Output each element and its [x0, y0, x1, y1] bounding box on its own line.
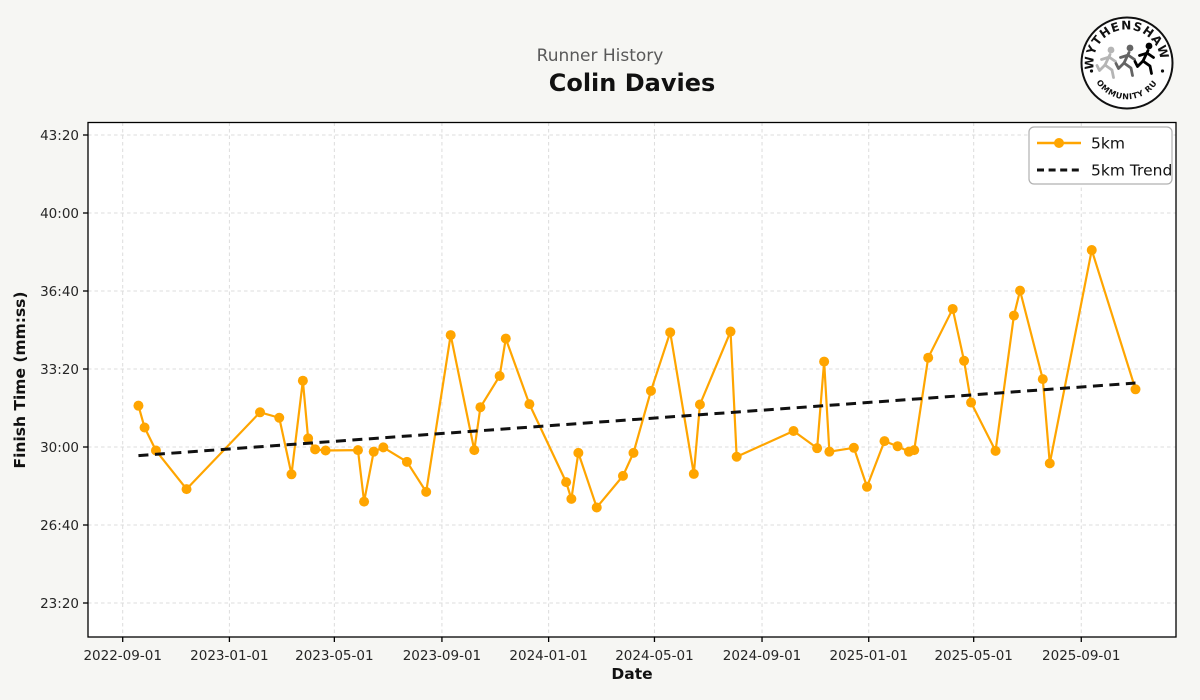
x-axis-label: Date	[611, 665, 652, 683]
data-point-marker	[500, 333, 511, 344]
x-tick-label: 2024-05-01	[615, 648, 693, 664]
data-point-marker	[990, 445, 1001, 456]
logo-circle	[1080, 16, 1174, 110]
data-point-marker	[255, 407, 266, 418]
series-layer	[133, 245, 1141, 513]
data-point-marker	[966, 397, 977, 408]
legend: 5km 5km Trend	[1028, 126, 1173, 185]
data-point-marker	[469, 445, 480, 456]
data-point-marker	[297, 375, 308, 386]
data-point-marker	[133, 400, 144, 411]
data-point-marker	[947, 303, 958, 314]
data-point-marker	[368, 446, 379, 457]
data-point-marker	[401, 456, 412, 467]
data-point-marker	[688, 468, 699, 479]
x-tick-label: 2023-05-01	[295, 648, 373, 664]
x-tick-label: 2024-09-01	[723, 648, 801, 664]
y-tick-label: 23:20	[40, 596, 79, 612]
x-tick-label: 2024-01-01	[509, 648, 587, 664]
logo-separator-dot-left	[1089, 69, 1094, 73]
y-tick-label: 40:00	[40, 206, 79, 222]
runner-name-title: Colin Davies	[549, 69, 716, 97]
data-point-marker	[561, 477, 572, 488]
data-point-marker	[819, 356, 830, 367]
y-axis-label: Finish Time (mm:ss)	[11, 292, 29, 469]
data-point-marker	[892, 441, 903, 452]
data-point-marker	[494, 371, 505, 382]
chart-suptitle: Runner History	[537, 46, 664, 66]
data-point-marker	[665, 327, 676, 338]
data-point-marker	[573, 447, 584, 458]
data-point-marker	[617, 470, 628, 481]
axes-layer: 23:20 26:40 30:00 33:20 36:40 40:00 43:20 2022-…	[40, 121, 1177, 664]
data-point-marker	[879, 436, 890, 447]
data-point-marker	[566, 493, 577, 504]
data-point-marker	[286, 469, 297, 480]
data-point-marker	[1008, 310, 1019, 321]
x-tick-label: 2022-09-01	[83, 648, 161, 664]
data-point-marker	[959, 355, 970, 366]
x-tick-label: 2025-09-01	[1042, 648, 1120, 664]
trend-line	[138, 381, 1136, 458]
plot-background-layer	[88, 122, 1176, 637]
logo-separator-dot-right	[1160, 69, 1165, 73]
data-point-marker	[1086, 245, 1097, 256]
data-point-marker	[320, 445, 331, 456]
legend-series-marker-icon	[1054, 138, 1064, 148]
data-point-marker	[731, 451, 742, 462]
data-point-marker	[812, 443, 823, 454]
data-point-marker	[445, 330, 456, 341]
data-point-marker	[310, 444, 321, 455]
data-point-marker	[591, 502, 602, 513]
data-point-marker	[848, 442, 859, 453]
y-tick-label: 36:40	[40, 284, 79, 300]
data-point-marker	[824, 446, 835, 457]
legend-series-label: 5km	[1091, 135, 1125, 153]
data-point-marker	[861, 481, 872, 492]
data-point-marker	[524, 399, 535, 410]
trend-layer	[138, 381, 1136, 458]
data-point-marker	[359, 496, 370, 507]
data-point-marker	[788, 426, 799, 437]
data-point-marker	[303, 433, 314, 444]
x-tick-label: 2023-09-01	[403, 648, 481, 664]
data-point-marker	[352, 445, 363, 456]
data-point-marker	[694, 399, 705, 410]
y-tick-label: 30:00	[40, 440, 79, 456]
data-point-marker	[274, 412, 285, 423]
y-tick-label: 33:20	[40, 362, 79, 378]
x-tick-label: 2025-01-01	[829, 648, 907, 664]
legend-trend-label: 5km Trend	[1091, 162, 1172, 180]
plot-background	[88, 122, 1176, 637]
plot-spine	[87, 121, 1177, 638]
data-point-marker	[1044, 458, 1055, 469]
data-point-marker	[181, 484, 192, 495]
data-point-marker	[1037, 374, 1048, 385]
x-tick-label: 2025-05-01	[934, 648, 1012, 664]
data-point-marker	[923, 352, 934, 363]
data-point-marker	[1130, 384, 1141, 395]
data-point-marker	[909, 445, 920, 456]
data-point-marker	[475, 402, 486, 413]
data-point-marker	[378, 442, 389, 453]
data-point-marker	[139, 422, 150, 433]
y-tick-label: 26:40	[40, 518, 79, 534]
y-tick-label: 43:20	[40, 128, 79, 144]
x-tick-label: 2023-01-01	[190, 648, 268, 664]
data-point-marker	[628, 447, 639, 458]
data-point-marker	[421, 486, 432, 497]
data-point-marker	[645, 385, 656, 396]
data-point-marker	[1015, 285, 1026, 296]
data-point-marker	[725, 326, 736, 337]
